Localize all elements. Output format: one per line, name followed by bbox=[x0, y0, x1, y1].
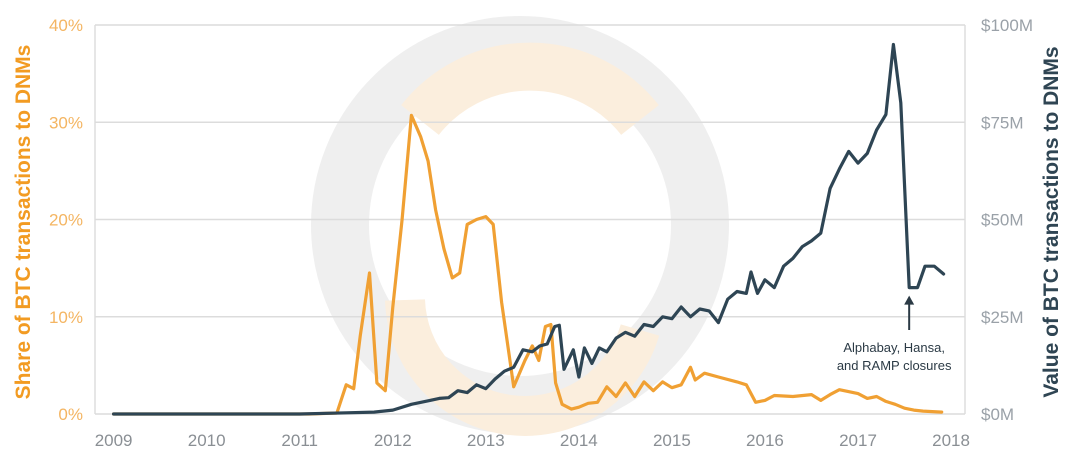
closure-annotation: Alphabay, Hansa, and RAMP closures bbox=[837, 295, 952, 373]
annotation-text: Alphabay, Hansa, bbox=[843, 340, 945, 355]
series-lines bbox=[112, 42, 946, 416]
right-tick-label: $75M bbox=[981, 113, 1024, 132]
x-tick-label: 2016 bbox=[746, 431, 784, 450]
watermark-arc bbox=[401, 42, 659, 136]
left-tick-label: 20% bbox=[49, 211, 83, 230]
left-axis-title: Share of BTC transactions to DNMs bbox=[12, 45, 35, 400]
x-tick-label: 2015 bbox=[653, 431, 691, 450]
x-tick-label: 2018 bbox=[932, 431, 970, 450]
right-tick-label: $50M bbox=[981, 211, 1024, 230]
right-tick-label: $100M bbox=[981, 16, 1033, 35]
x-tick-label: 2009 bbox=[95, 431, 133, 450]
right-axis-ticks: $0M $25M $50M $75M $100M bbox=[981, 16, 1033, 424]
x-tick-label: 2017 bbox=[839, 431, 877, 450]
annotation-text: and RAMP closures bbox=[837, 358, 952, 373]
watermark-logo bbox=[311, 16, 729, 436]
right-tick-label: $0M bbox=[981, 405, 1014, 424]
right-tick-label: $25M bbox=[981, 308, 1024, 327]
x-tick-label: 2011 bbox=[281, 431, 318, 450]
watermark-arc bbox=[385, 298, 660, 436]
left-axis-ticks: 0% 10% 20% 30% 40% bbox=[49, 16, 83, 424]
right-axis-title: Value of BTC transactions to DNMs bbox=[1040, 46, 1063, 397]
x-tick-label: 2012 bbox=[374, 431, 412, 450]
value-series-line bbox=[112, 42, 946, 416]
x-tick-label: 2010 bbox=[188, 431, 226, 450]
annotation-arrowhead bbox=[904, 295, 915, 305]
share-series-line bbox=[112, 113, 944, 416]
left-tick-label: 40% bbox=[49, 16, 83, 35]
x-tick-label: 2013 bbox=[467, 431, 505, 450]
left-tick-label: 10% bbox=[49, 308, 83, 327]
left-tick-label: 30% bbox=[49, 113, 83, 132]
x-tick-label: 2014 bbox=[560, 431, 598, 450]
left-tick-label: 0% bbox=[58, 405, 83, 424]
x-axis-ticks: 2009 2010 2011 2012 2013 2014 2015 2016 2017 2018 bbox=[95, 431, 970, 450]
